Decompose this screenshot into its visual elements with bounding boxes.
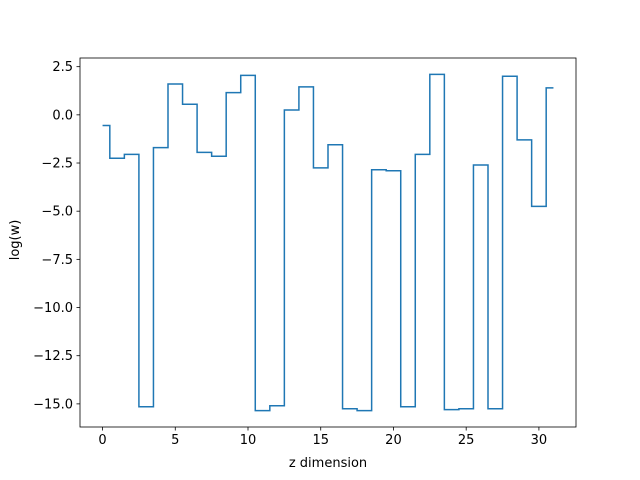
y-tick-label: −5.0: [41, 205, 73, 220]
series-line-0: [102, 73, 554, 412]
x-tick-label: 5: [171, 433, 179, 448]
x-tick-label: 10: [240, 433, 257, 448]
axes-frame: [79, 57, 577, 428]
x-tick-label: 0: [98, 433, 106, 448]
x-tick-label: 15: [312, 433, 329, 448]
y-tick-label: 0.0: [52, 108, 73, 123]
y-axis-label: log(w): [8, 220, 23, 261]
x-tick-label: 25: [458, 433, 475, 448]
y-tick-label: −10.0: [33, 301, 73, 316]
y-axis: 2.5 0.0 −2.5 −5.0 −7.5 −10.0 −12.5 −15.0: [33, 60, 80, 412]
x-tick-label: 30: [531, 433, 548, 448]
y-tick-label: −2.5: [41, 157, 73, 172]
x-axis-label: z dimension: [289, 456, 367, 471]
y-tick-label: −7.5: [41, 253, 73, 268]
plot-area: [79, 57, 577, 428]
y-tick-label: −12.5: [33, 349, 73, 364]
x-tick-label: 20: [385, 433, 402, 448]
y-tick-label: −15.0: [33, 397, 73, 412]
y-tick-label: 2.5: [52, 60, 73, 75]
x-axis: 0 5 10 15 20 25 30: [98, 427, 547, 448]
